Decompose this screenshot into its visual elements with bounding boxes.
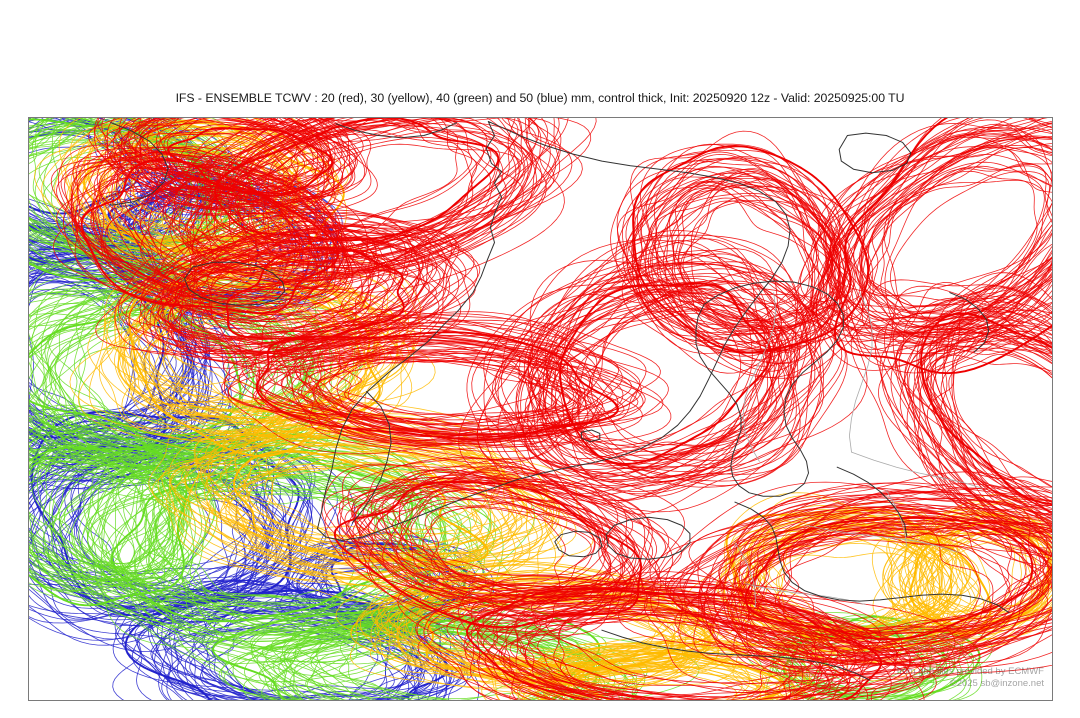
coastline-greenland-inner-south: [351, 391, 392, 524]
ensemble-spaghetti-svg: [29, 118, 1052, 700]
contour-series-20mm: [50, 118, 1052, 700]
coastline-white-sea: [949, 292, 990, 353]
coastline-iceland: [184, 261, 286, 306]
coastline-greenland: [317, 121, 791, 541]
coastline-europe-mainland: [734, 501, 1010, 614]
border-central-europe-border: [806, 524, 959, 553]
coastline-faroes: [580, 429, 601, 443]
border-norway-sweden-border: [742, 292, 777, 462]
map-plot-area[interactable]: from grib files provided by ECMWF ©2025 …: [28, 117, 1053, 701]
coastline-baltic-coast: [836, 466, 908, 537]
coastline-svalbard: [838, 132, 912, 174]
coastline-british-isles: [605, 516, 691, 560]
border-finland-russia-border: [849, 292, 873, 453]
coastline-norway-sweden: [695, 280, 844, 497]
coastline-layer: [110, 121, 1010, 681]
border-france-germany-border: [734, 542, 756, 608]
border-poland-border: [885, 490, 908, 547]
coastline-ireland: [554, 530, 603, 558]
coastline-baffin-ellesmere: [335, 122, 458, 139]
contour-layer: [29, 118, 1052, 700]
coastline-iberia-med: [601, 629, 871, 681]
coastline-arctic-islands: [110, 122, 169, 206]
country-border-layer: [734, 292, 983, 608]
border-baltic-states-border: [851, 451, 983, 489]
page-title: IFS - ENSEMBLE TCWV : 20 (red), 30 (yell…: [175, 91, 905, 105]
